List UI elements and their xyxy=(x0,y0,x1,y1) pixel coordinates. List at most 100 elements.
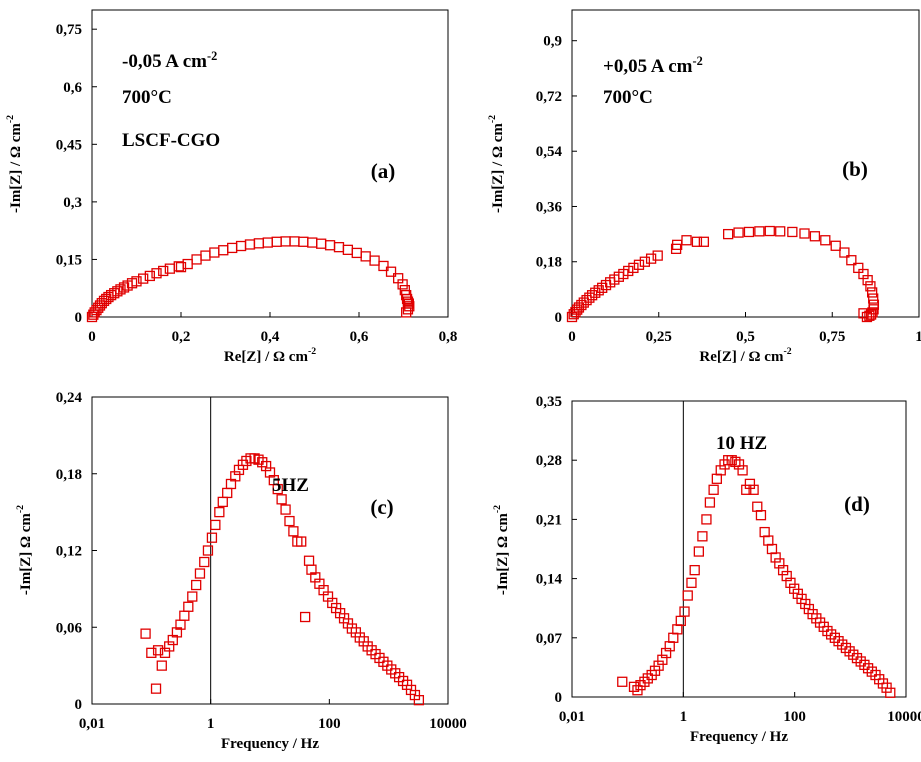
data-point xyxy=(833,636,844,647)
data-point xyxy=(822,625,833,637)
data-point xyxy=(682,590,693,601)
x-axis-label: Frequency / Hz xyxy=(221,736,319,752)
y-tick-label: 0,45 xyxy=(56,137,82,153)
data-point xyxy=(853,262,864,274)
data-point xyxy=(862,275,873,286)
annotation: -0,05 A cm-2 xyxy=(122,49,217,72)
data-point xyxy=(628,262,639,274)
data-point xyxy=(103,291,114,303)
data-point xyxy=(733,459,745,470)
y-tick-label: 0,24 xyxy=(56,390,83,406)
y-tick-label: 0,18 xyxy=(56,467,82,483)
y-tick-label: 0 xyxy=(555,310,563,326)
data-point xyxy=(360,251,371,262)
data-point xyxy=(209,247,220,258)
data-point xyxy=(754,226,765,237)
chart-d: 0 0,07 0,14 0,21 0,28 0,35 0,01 1 100 10000 Freque… xyxy=(492,394,921,745)
chart-a: 0 0,15 0,3 0,45 0,6 0,75 0 0,2 0,4 0,6 0,8 Re[Z] / … xyxy=(5,9,457,365)
data-point xyxy=(653,660,664,671)
panel-label: (b) xyxy=(842,157,868,181)
x-tick-label: 0,01 xyxy=(559,709,585,725)
data-point xyxy=(885,687,896,698)
data-point xyxy=(628,681,640,693)
data-point xyxy=(284,515,295,527)
data-point xyxy=(623,265,634,277)
y-tick-label: 0,12 xyxy=(56,544,82,560)
data-point xyxy=(199,556,210,568)
data-point xyxy=(404,301,415,312)
data-point xyxy=(770,552,781,563)
data-point xyxy=(183,601,194,612)
data-point xyxy=(766,543,778,555)
x-tick-label: 0 xyxy=(568,329,576,345)
data-point xyxy=(617,676,628,687)
data-point xyxy=(639,256,651,267)
data-point xyxy=(864,310,875,321)
x-tick-label: 100 xyxy=(318,716,341,732)
y-tick-label: 0 xyxy=(75,310,83,326)
data-point xyxy=(743,226,755,238)
x-tick-label: 0,2 xyxy=(172,329,191,345)
data-point xyxy=(777,564,789,576)
data-point xyxy=(733,227,744,238)
data-point xyxy=(708,484,719,495)
y-tick-label: 0,54 xyxy=(536,144,563,160)
data-point xyxy=(171,627,183,638)
data-point xyxy=(715,465,726,476)
data-point xyxy=(413,695,425,706)
annotation: 10 HZ xyxy=(716,433,767,454)
data-point xyxy=(253,454,264,465)
data-point xyxy=(693,546,705,557)
data-point xyxy=(214,506,225,518)
data-point xyxy=(306,564,317,575)
data-point xyxy=(645,253,657,264)
y-tick-label: 0,3 xyxy=(63,195,82,211)
data-point xyxy=(156,660,167,671)
data-point xyxy=(230,471,241,482)
data-point xyxy=(781,570,792,582)
x-axis-label: Re[Z] / Ω cm-2 xyxy=(224,346,316,365)
data-point xyxy=(115,284,126,295)
data-point xyxy=(787,226,798,238)
data-point xyxy=(668,632,679,643)
data-point xyxy=(859,659,870,671)
data-point xyxy=(164,263,176,274)
y-tick-label: 0,72 xyxy=(536,89,562,105)
x-tick-label: 1 xyxy=(680,709,688,725)
data-point xyxy=(164,641,175,652)
data-point xyxy=(316,238,327,249)
data-point xyxy=(109,288,120,299)
data-point xyxy=(271,236,282,247)
data-point xyxy=(799,228,810,239)
data-point xyxy=(774,558,785,569)
data-point xyxy=(657,654,668,665)
data-point xyxy=(298,236,309,247)
data-point xyxy=(686,577,697,588)
data-point xyxy=(652,250,663,261)
data-point xyxy=(759,526,770,538)
data-point xyxy=(146,647,157,658)
x-tick-label: 10000 xyxy=(887,709,921,725)
data-point xyxy=(401,307,412,318)
y-tick-label: 0,9 xyxy=(543,34,562,50)
data-point xyxy=(262,237,273,248)
data-point xyxy=(865,281,876,292)
chart-b: 0 0,18 0,36 0,54 0,72 0,9 0 0,25 0,5 0,75 1 Re[Z] /… xyxy=(487,9,921,365)
chart-c: 0 0,06 0,12 0,18 0,24 0,01 1 100 10000 Frequency … xyxy=(15,390,467,752)
data-point xyxy=(150,683,162,694)
data-point xyxy=(253,238,265,249)
data-point xyxy=(730,456,741,468)
data-point xyxy=(217,496,228,508)
data-point xyxy=(711,473,722,484)
data-point xyxy=(264,467,276,478)
annotation: LSCF-CGO xyxy=(122,130,220,151)
data-point xyxy=(855,656,866,667)
x-tick-label: 0 xyxy=(88,329,96,345)
y-tick-label: 0,21 xyxy=(536,512,562,528)
data-point xyxy=(289,236,300,247)
data-point xyxy=(868,293,879,304)
y-tick-label: 0,18 xyxy=(536,255,562,271)
data-point xyxy=(182,258,193,270)
data-point xyxy=(276,494,287,505)
